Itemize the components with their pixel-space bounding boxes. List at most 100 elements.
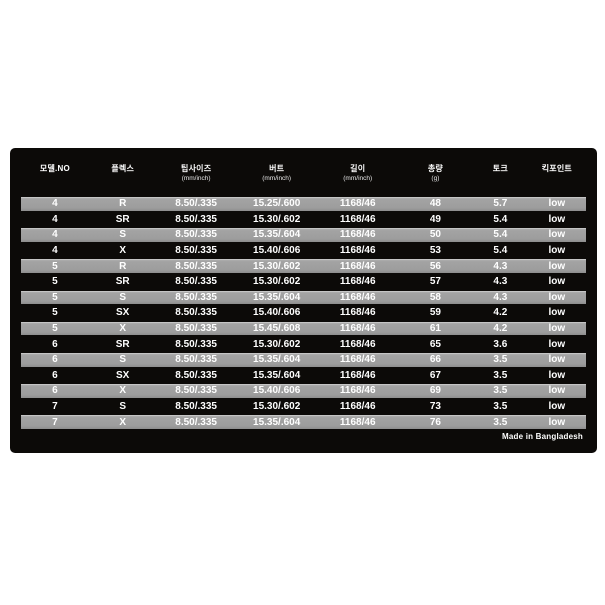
table-cell: 4 xyxy=(52,213,58,225)
table-row: 4 X 8.50/.335 15.40/.606 1168/46 53 5.4 low xyxy=(21,243,586,259)
table-row: 5 SR 8.50/.335 15.30/.602 1168/46 57 4.3 low xyxy=(21,274,586,290)
table-cell: S xyxy=(119,229,127,241)
table-row: 7 X 8.50/.335 15.35/.604 1168/46 76 3.5 low xyxy=(21,414,586,430)
table-cell: 1168/46 xyxy=(339,213,376,225)
table-cell: 1168/46 xyxy=(339,354,376,366)
table-cell: 5.7 xyxy=(493,198,508,210)
table-cell: 1168/46 xyxy=(339,307,376,319)
table-cell: 8.50/.335 xyxy=(175,338,217,350)
table-cell: 3.5 xyxy=(493,385,508,397)
table-cell: 1168/46 xyxy=(339,385,376,397)
table-row: 4 S 8.50/.335 15.35/.604 1168/46 50 5.4 low xyxy=(21,227,586,243)
header-label: 버트 xyxy=(269,164,285,173)
table-cell: 4.3 xyxy=(493,260,508,272)
table-cell: low xyxy=(548,245,566,257)
table-cell: 1168/46 xyxy=(339,323,376,335)
header-label: 킥포인트 xyxy=(541,164,572,173)
table-cell: 15.40/.606 xyxy=(253,385,301,397)
table-cell: S xyxy=(119,401,127,413)
table-cell: low xyxy=(548,385,566,397)
table-cell: 57 xyxy=(429,276,441,288)
table-cell: 66 xyxy=(429,354,441,366)
table-cell: SX xyxy=(116,369,130,381)
table-row: 5 S 8.50/.335 15.35/.604 1168/46 58 4.3 low xyxy=(21,289,586,306)
table-cell: 15.30/.602 xyxy=(253,276,301,288)
header-cell-0: 모델.NO xyxy=(21,159,89,195)
table-cell: 49 xyxy=(429,213,441,225)
table-cell: 15.30/.602 xyxy=(253,260,301,272)
table-cell: 4.2 xyxy=(493,307,508,319)
table-cell: low xyxy=(548,229,566,241)
table-cell: 1168/46 xyxy=(339,416,376,428)
header-cell-7: 킥포인트 xyxy=(528,159,586,195)
table-cell: 58 xyxy=(429,291,441,303)
table-row: 5 SX 8.50/.335 15.40/.606 1168/46 59 4.2 low xyxy=(21,305,586,321)
table-cell: low xyxy=(548,307,566,319)
table-cell: 5 xyxy=(52,260,58,272)
table-row: 5 X 8.50/.335 15.45/.608 1168/46 61 4.2 low xyxy=(21,320,586,337)
table-cell: 76 xyxy=(429,416,441,428)
table-cell: 8.50/.335 xyxy=(175,245,217,257)
table-cell: 15.35/.604 xyxy=(253,354,301,366)
table-cell: 1168/46 xyxy=(339,369,376,381)
table-cell: 7 xyxy=(52,416,58,428)
table-body: 4 R 8.50/.335 15.25/.600 1168/46 48 5.7 low 4 SR 8… xyxy=(21,196,586,430)
table-cell: 5.4 xyxy=(493,213,508,225)
table-cell: 8.50/.335 xyxy=(175,323,217,335)
table-cell: 5.4 xyxy=(493,229,508,241)
table-cell: 1168/46 xyxy=(339,229,376,241)
table-cell: 4 xyxy=(52,245,58,257)
header-cell-2: 팁사이즈 (mm/inch) xyxy=(157,159,236,195)
header-sublabel: (mm/inch) xyxy=(262,175,292,182)
table-cell: 3.5 xyxy=(493,416,508,428)
table-cell: 8.50/.335 xyxy=(175,291,217,303)
table-cell: 15.30/.602 xyxy=(253,338,301,350)
table-cell: low xyxy=(548,401,566,413)
table-row: 6 SX 8.50/.335 15.35/.604 1168/46 67 3.5 low xyxy=(21,368,586,384)
table-cell: X xyxy=(119,323,127,335)
table-cell: 8.50/.335 xyxy=(175,401,217,413)
table-cell: 15.35/.604 xyxy=(253,291,301,303)
table-cell: 8.50/.335 xyxy=(175,213,217,225)
made-in-label: Made in Bangladesh xyxy=(502,432,583,441)
table-cell: low xyxy=(548,260,566,272)
header-label: 토크 xyxy=(492,164,508,173)
header-cell-6: 토크 xyxy=(473,159,528,195)
table-cell: 15.30/.602 xyxy=(253,401,301,413)
table-cell: 67 xyxy=(429,369,441,381)
table-cell: 3.5 xyxy=(493,401,508,413)
table-cell: 5 xyxy=(52,291,58,303)
table-cell: 8.50/.335 xyxy=(175,260,217,272)
table-cell: low xyxy=(548,291,566,303)
table-cell: X xyxy=(119,416,127,428)
table-cell: 73 xyxy=(429,401,441,413)
header-cell-1: 플렉스 xyxy=(89,159,157,195)
table-cell: low xyxy=(548,276,566,288)
table-cell: 69 xyxy=(429,385,441,397)
table-cell: R xyxy=(119,198,127,210)
table-cell: 50 xyxy=(429,229,441,241)
table-cell: 4 xyxy=(52,229,58,241)
table-cell: 15.35/.604 xyxy=(253,416,301,428)
table-cell: 15.30/.602 xyxy=(253,213,301,225)
table-cell: 1168/46 xyxy=(339,291,376,303)
table-cell: 15.35/.604 xyxy=(253,229,301,241)
table-cell: 6 xyxy=(52,354,58,366)
table-cell: 53 xyxy=(429,245,441,257)
table-cell: 1168/46 xyxy=(339,245,376,257)
table-cell: 7 xyxy=(52,401,58,413)
table-header-row: 모델.NO 플렉스 팁사이즈 (mm/inch) 버트 (mm/inch) 길이 (mm/in… xyxy=(21,159,586,195)
table-cell: X xyxy=(119,245,127,257)
table-row: 4 R 8.50/.335 15.25/.600 1168/46 48 5.7 low xyxy=(21,196,586,212)
header-cell-4: 길이 (mm/inch) xyxy=(318,159,398,195)
table-cell: 8.50/.335 xyxy=(175,198,217,210)
header-cell-5: 총량 (g) xyxy=(398,159,473,195)
table-cell: 8.50/.335 xyxy=(175,276,217,288)
header-cell-3: 버트 (mm/inch) xyxy=(236,159,318,195)
header-sublabel: (g) xyxy=(431,175,440,182)
table-cell: 8.50/.335 xyxy=(175,369,217,381)
table-cell: 5 xyxy=(52,276,58,288)
table-cell: 56 xyxy=(429,260,441,272)
table-cell: 59 xyxy=(429,307,441,319)
table-cell: 15.45/.608 xyxy=(253,323,301,335)
